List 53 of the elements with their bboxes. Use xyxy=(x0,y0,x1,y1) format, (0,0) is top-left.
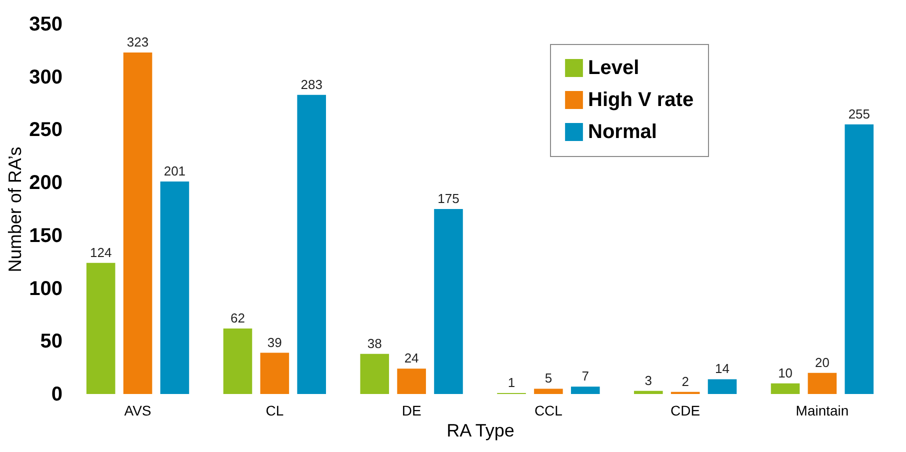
bar xyxy=(123,52,152,394)
data-label: 7 xyxy=(582,368,589,384)
bar xyxy=(297,94,326,394)
y-tick-label: 50 xyxy=(40,330,62,353)
data-label: 24 xyxy=(404,350,419,366)
data-label: 175 xyxy=(438,191,460,206)
data-label: 201 xyxy=(164,164,186,179)
data-label: 124 xyxy=(90,244,112,260)
data-label: 5 xyxy=(544,370,552,386)
data-label: 38 xyxy=(367,336,382,351)
x-tick-label: Maintain xyxy=(796,402,849,418)
data-label: 2 xyxy=(682,374,689,389)
y-tick-label: 200 xyxy=(29,172,62,194)
data-label: 3 xyxy=(644,372,652,388)
legend-label: Level xyxy=(588,57,640,79)
x-tick-label: CCL xyxy=(534,402,563,418)
x-tick-label: CDE xyxy=(670,402,700,418)
y-tick-label: 250 xyxy=(29,119,62,142)
legend-label: Normal xyxy=(588,121,657,143)
bar xyxy=(844,124,874,394)
bar xyxy=(434,209,463,394)
data-label: 255 xyxy=(848,106,870,122)
bar xyxy=(223,328,252,394)
bar xyxy=(708,379,737,394)
x-tick-label: CL xyxy=(266,402,284,418)
x-axis-title: RA Type xyxy=(446,420,514,440)
data-label: 283 xyxy=(300,76,322,92)
bar xyxy=(160,182,190,394)
bar xyxy=(570,386,600,394)
bar xyxy=(86,262,116,394)
legend-label: High V rate xyxy=(588,89,694,111)
x-tick-label: DE xyxy=(402,402,422,418)
bar xyxy=(808,372,837,394)
data-label: 323 xyxy=(126,34,149,50)
data-label: 20 xyxy=(815,354,830,370)
x-tick-label: AVS xyxy=(124,402,152,418)
y-tick-label: 350 xyxy=(29,14,62,36)
bar xyxy=(634,390,663,394)
y-tick-label: 300 xyxy=(29,66,62,88)
y-tick-label: 0 xyxy=(51,384,62,406)
bar xyxy=(397,368,426,394)
data-label: 10 xyxy=(778,365,793,380)
y-tick-label: 100 xyxy=(29,278,62,300)
data-label: 39 xyxy=(267,334,282,350)
y-axis-title: Number of RA’s xyxy=(5,146,26,272)
y-tick-label: 150 xyxy=(29,224,62,247)
bar xyxy=(534,388,563,394)
bar xyxy=(260,352,290,394)
data-label: 14 xyxy=(715,361,730,376)
bar xyxy=(360,354,390,394)
data-label: 1 xyxy=(508,374,516,390)
data-label: 62 xyxy=(230,310,245,326)
bar xyxy=(770,383,800,394)
